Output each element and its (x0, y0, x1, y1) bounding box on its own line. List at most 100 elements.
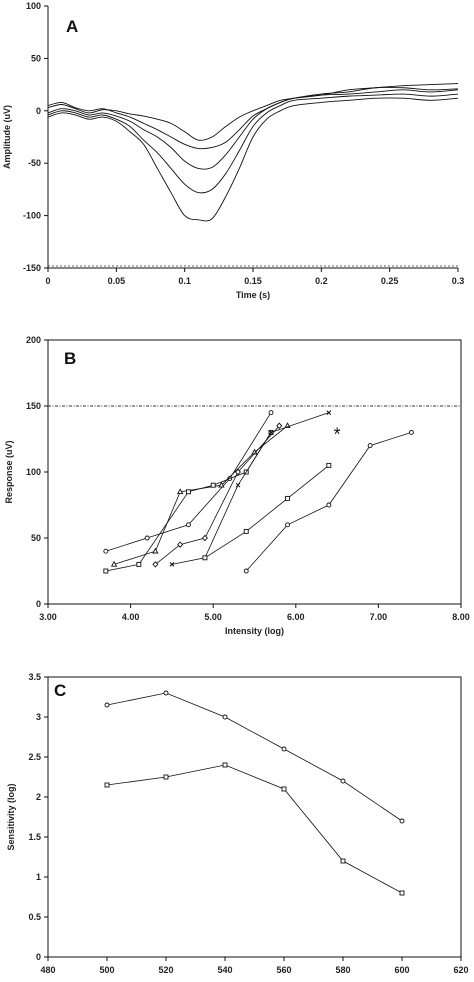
data-point (326, 462, 332, 468)
data-point (152, 561, 159, 568)
data-point (103, 568, 109, 574)
x-axis-label: Wavelength (nm) (218, 979, 290, 980)
data-point (177, 488, 184, 495)
x-tick-label: 520 (158, 965, 173, 975)
series-3 (47, 89, 459, 170)
data-point (326, 502, 332, 508)
panel-label: B (64, 349, 76, 368)
y-tick-label: 200 (26, 335, 41, 345)
x-axis-label: Intensity (log) (225, 626, 284, 636)
y-tick-label: 3.5 (28, 672, 41, 682)
plot-frame (47, 676, 462, 958)
series-1 (103, 410, 274, 554)
y-tick-label: -150 (23, 263, 41, 273)
chart-a: 0 0.05 0.1 0.15 0.2 0.25 0.3 100 50 0 -50 -100 -150 T… (2, 1, 465, 300)
x-tick-label: 7.00 (370, 612, 388, 622)
y-tick-label: 0 (36, 952, 41, 962)
data-point (152, 547, 159, 554)
series-line (47, 83, 459, 141)
y-tick-label: 100 (26, 1, 41, 11)
y-tick-label: 50 (31, 533, 41, 543)
series-5 (47, 97, 459, 222)
data-point (276, 422, 283, 430)
series-line (47, 97, 459, 222)
chart-c: 480 500 520 540 560 580 600 620 3.5 3 2.5 2 1.5 1 0.5 0… (6, 672, 469, 980)
series-7 (243, 429, 414, 574)
chart-b: 3.00 4.00 5.00 6.00 7.00 8.00 200 150 100 50 0 Inte… (4, 335, 470, 636)
data-point (234, 468, 241, 476)
x-tick-label: 0.3 (452, 276, 465, 286)
data-point (169, 562, 175, 567)
data-point (222, 714, 228, 720)
data-point (399, 890, 405, 896)
plot-frame (47, 339, 462, 605)
series-2 (104, 762, 405, 896)
data-point (163, 690, 169, 696)
series-5 (169, 410, 332, 567)
x-tick-label: 3.00 (39, 612, 57, 622)
series-line (113, 425, 288, 565)
data-point (281, 746, 287, 752)
data-point (235, 482, 241, 488)
data-point (110, 560, 118, 567)
series-2 (47, 86, 459, 150)
x-tick-label: 540 (217, 965, 232, 975)
y-tick-label: 150 (26, 401, 41, 411)
data-point (185, 489, 191, 495)
data-point (367, 443, 373, 449)
series-4 (47, 93, 459, 194)
x-tick-label: 4.00 (122, 612, 140, 622)
y-tick-label: 100 (26, 467, 41, 477)
data-point (144, 535, 150, 541)
series-line (155, 425, 280, 565)
y-tick-label: 1.5 (28, 832, 41, 842)
data-point (326, 410, 332, 415)
series-3 (152, 422, 283, 568)
data-point (408, 429, 414, 435)
series-1 (104, 690, 405, 824)
x-tick-label: 8.00 (452, 612, 470, 622)
x-tick-label: 5.00 (204, 612, 222, 622)
series-4 (103, 429, 274, 574)
data-point (281, 786, 287, 792)
x-tick-label: 620 (453, 965, 468, 975)
y-axis-label: Amplitude (uV) (2, 105, 12, 169)
x-tick-label: 600 (394, 965, 409, 975)
data-point (268, 430, 274, 435)
data-point (104, 702, 110, 708)
data-point (104, 782, 110, 788)
x-tick-label: 500 (99, 965, 114, 975)
data-point (185, 522, 191, 528)
panel-label: C (54, 681, 66, 700)
x-axis-label: Time (s) (236, 290, 270, 300)
x-tick-label: 480 (40, 965, 55, 975)
x-tick-label: 560 (276, 965, 291, 975)
series-line (47, 89, 459, 170)
series-1 (47, 83, 459, 141)
series-line (204, 465, 330, 559)
x-tick-label: 580 (335, 965, 350, 975)
series-6 (202, 462, 332, 561)
x-tick-label: 0.2 (315, 276, 328, 286)
data-point (136, 561, 142, 567)
data-point (163, 774, 169, 780)
y-tick-label: 0 (36, 599, 41, 609)
x-tick-label: 0.25 (381, 276, 399, 286)
series-line (105, 432, 272, 572)
data-point (202, 555, 208, 561)
x-tick-label: 6.00 (287, 612, 305, 622)
series-line (171, 412, 329, 565)
data-point (340, 858, 346, 864)
y-axis-label: Response (uV) (4, 440, 14, 503)
y-tick-label: 0 (36, 106, 41, 116)
data-point (268, 410, 274, 416)
series-line (245, 432, 412, 572)
data-point (243, 528, 249, 534)
x-tick-label: 0 (45, 276, 50, 286)
y-tick-label: 2.5 (28, 752, 41, 762)
series-line (106, 764, 403, 894)
y-tick-label: 3 (36, 712, 41, 722)
data-point (210, 482, 216, 488)
series-line (106, 692, 403, 822)
y-tick-label: 50 (31, 53, 41, 63)
